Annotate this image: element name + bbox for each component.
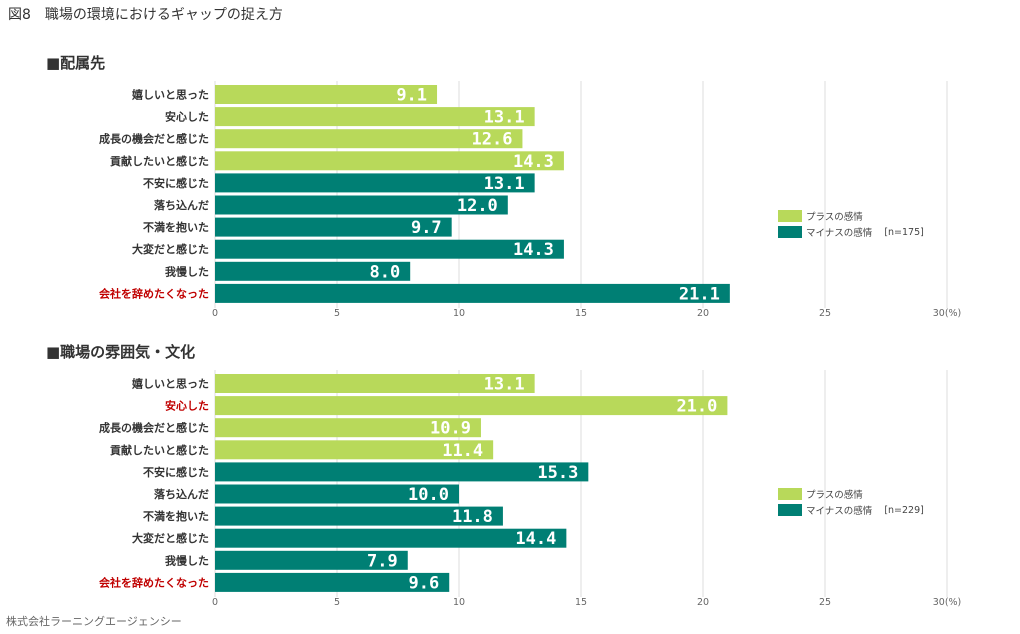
value-label: 11.4: [442, 441, 483, 461]
category-label: 会社を辞めたくなった: [99, 575, 209, 589]
legend-label-minus: マイナスの感情: [806, 506, 873, 517]
value-label: 12.0: [457, 196, 498, 216]
category-label: 我慢した: [165, 264, 209, 278]
bar: [215, 261, 411, 281]
category-label: 貢献したいと感じた: [110, 154, 209, 168]
bar: [215, 151, 564, 171]
bar: [215, 506, 503, 526]
value-label: 14.4: [515, 529, 556, 549]
value-label: 21.1: [679, 284, 720, 304]
category-label: 大変だと感じた: [132, 531, 209, 545]
legend-swatch-minus: [778, 504, 802, 516]
bar: [215, 195, 508, 215]
x-tick-label: 0: [212, 597, 218, 608]
value-label: 8.0: [369, 262, 400, 282]
category-label: 嬉しいと思った: [131, 88, 209, 102]
legend-chart-1: プラスの感情 マイナスの感情 [n=175]: [778, 208, 924, 240]
chart-1-title: ■配属先: [46, 54, 106, 72]
x-tick-label: 5: [334, 308, 340, 319]
value-label: 13.1: [484, 174, 525, 194]
category-label: 貢献したいと感じた: [110, 443, 209, 457]
category-label: 我慢した: [165, 553, 209, 567]
x-tick-label: 25: [819, 308, 831, 319]
value-label: 11.8: [452, 507, 493, 527]
x-tick-label: 10: [453, 308, 465, 319]
bar: [215, 440, 494, 460]
category-label: 成長の機会だと感じた: [99, 132, 209, 146]
value-label: 7.9: [367, 551, 398, 571]
value-label: 14.3: [513, 152, 554, 172]
x-tick-label: 30(%): [933, 597, 962, 608]
value-label: 15.3: [537, 463, 578, 483]
category-label: 落ち込んだ: [154, 487, 209, 501]
category-label: 不安に感じた: [143, 176, 209, 190]
footer-credit: 株式会社ラーニングエージェンシー: [6, 615, 182, 628]
x-tick-label: 10: [453, 597, 465, 608]
bar: [215, 107, 535, 127]
figure-title: 図8 職場の環境におけるギャップの捉え方: [8, 7, 283, 23]
bar: [215, 396, 728, 416]
category-label: 不満を抱いた: [143, 509, 209, 523]
category-label: 安心した: [165, 110, 209, 124]
value-label: 10.0: [408, 485, 449, 505]
bar: [215, 462, 589, 482]
sample-size: [n=229]: [884, 504, 924, 516]
bar: [215, 129, 523, 149]
value-label: 14.3: [513, 240, 554, 260]
value-label: 13.1: [484, 108, 525, 128]
x-tick-label: 15: [575, 308, 587, 319]
value-label: 9.7: [411, 218, 442, 238]
category-label: 不満を抱いた: [143, 220, 209, 234]
legend-swatch-plus: [778, 488, 802, 500]
x-tick-label: 0: [212, 308, 218, 319]
chart-2: 0 5 10 15 20 25 30(%) 嬉しいと思った 13.1 安心した 21.0 成長の機会だ…: [99, 370, 961, 608]
bar: [215, 217, 452, 237]
bar: [215, 572, 450, 592]
x-tick-label: 20: [697, 308, 709, 319]
bar: [215, 374, 535, 393]
bar: [215, 239, 564, 259]
x-tick-label: 25: [819, 597, 831, 608]
value-label: 10.9: [430, 419, 471, 439]
bar: [215, 550, 408, 570]
legend-swatch-minus: [778, 226, 802, 238]
x-tick-label: 20: [697, 597, 709, 608]
category-label: 嬉しいと思った: [131, 377, 209, 391]
category-label: 不安に感じた: [143, 465, 209, 479]
bar: [215, 283, 730, 303]
value-label: 13.1: [484, 375, 525, 395]
category-label: 会社を辞めたくなった: [99, 286, 209, 300]
bar: [215, 173, 535, 193]
value-label: 21.0: [676, 397, 717, 417]
chart-1: 0 5 10 15 20 25 30(%) 嬉しいと思った 9.1 安心した 13.1 成長の機会だと…: [99, 81, 961, 319]
value-label: 9.1: [396, 86, 427, 106]
x-tick-label: 15: [575, 597, 587, 608]
legend-label-plus: プラスの感情: [806, 490, 863, 501]
x-tick-label: 30(%): [933, 308, 962, 319]
legend-label-plus: プラスの感情: [806, 212, 863, 223]
bar: [215, 85, 438, 104]
legend-label-minus: マイナスの感情: [806, 228, 873, 239]
category-label: 落ち込んだ: [154, 198, 209, 212]
bar: [215, 418, 481, 438]
category-label: 成長の機会だと感じた: [99, 421, 209, 435]
category-label: 大変だと感じた: [132, 242, 209, 256]
legend-chart-2: プラスの感情 マイナスの感情 [n=229]: [778, 486, 924, 518]
x-tick-label: 5: [334, 597, 340, 608]
sample-size: [n=175]: [884, 226, 924, 238]
value-label: 12.6: [471, 130, 512, 150]
category-label: 安心した: [165, 399, 209, 413]
chart-2-title: ■職場の雰囲気・文化: [46, 343, 196, 361]
bar: [215, 528, 567, 548]
value-label: 9.6: [409, 573, 440, 593]
bar: [215, 484, 459, 504]
legend-swatch-plus: [778, 210, 802, 222]
